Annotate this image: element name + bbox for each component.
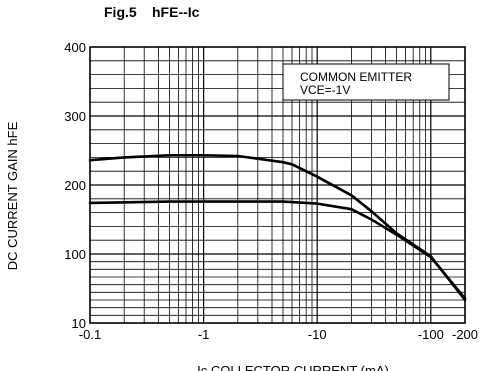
annotation-box: COMMON EMITTER VCE=-1V (282, 63, 450, 101)
annotation-frame (282, 63, 450, 101)
y-tick-label: 100 (64, 247, 86, 262)
x-tick-label: -1 (198, 327, 210, 342)
series-layer (88, 154, 467, 302)
series-line-2 (88, 200, 467, 300)
x-tick-label: -10 (308, 327, 327, 342)
x-axis-label: Ic COLLECTOR CURRENT (mA) (197, 363, 389, 371)
chart-title: Fig.5 hFE--Ic (104, 4, 200, 20)
x-tick-label: -0.1 (79, 327, 101, 342)
series-line-1 (88, 154, 467, 302)
annotation-line-1: COMMON EMITTER (300, 70, 412, 84)
annotation-line-2: VCE=-1V (300, 83, 350, 97)
y-tick-label: 200 (64, 178, 86, 193)
x-tick-label: -100 (418, 327, 444, 342)
figure-number: Fig.5 (104, 4, 137, 20)
x-tick-label: -200 (452, 327, 478, 342)
y-tick-label: 400 (64, 40, 86, 55)
y-tick-label: 300 (64, 109, 86, 124)
figure-parameters: hFE--Ic (152, 4, 200, 20)
y-tick-label: 10 (72, 316, 86, 331)
plot-frame (89, 46, 466, 324)
tick-labels: -0.1 -1 -10 -100 -200 10 100 200 300 400 (64, 40, 478, 342)
y-axis-label: DC CURRENT GAIN hFE (5, 121, 20, 270)
